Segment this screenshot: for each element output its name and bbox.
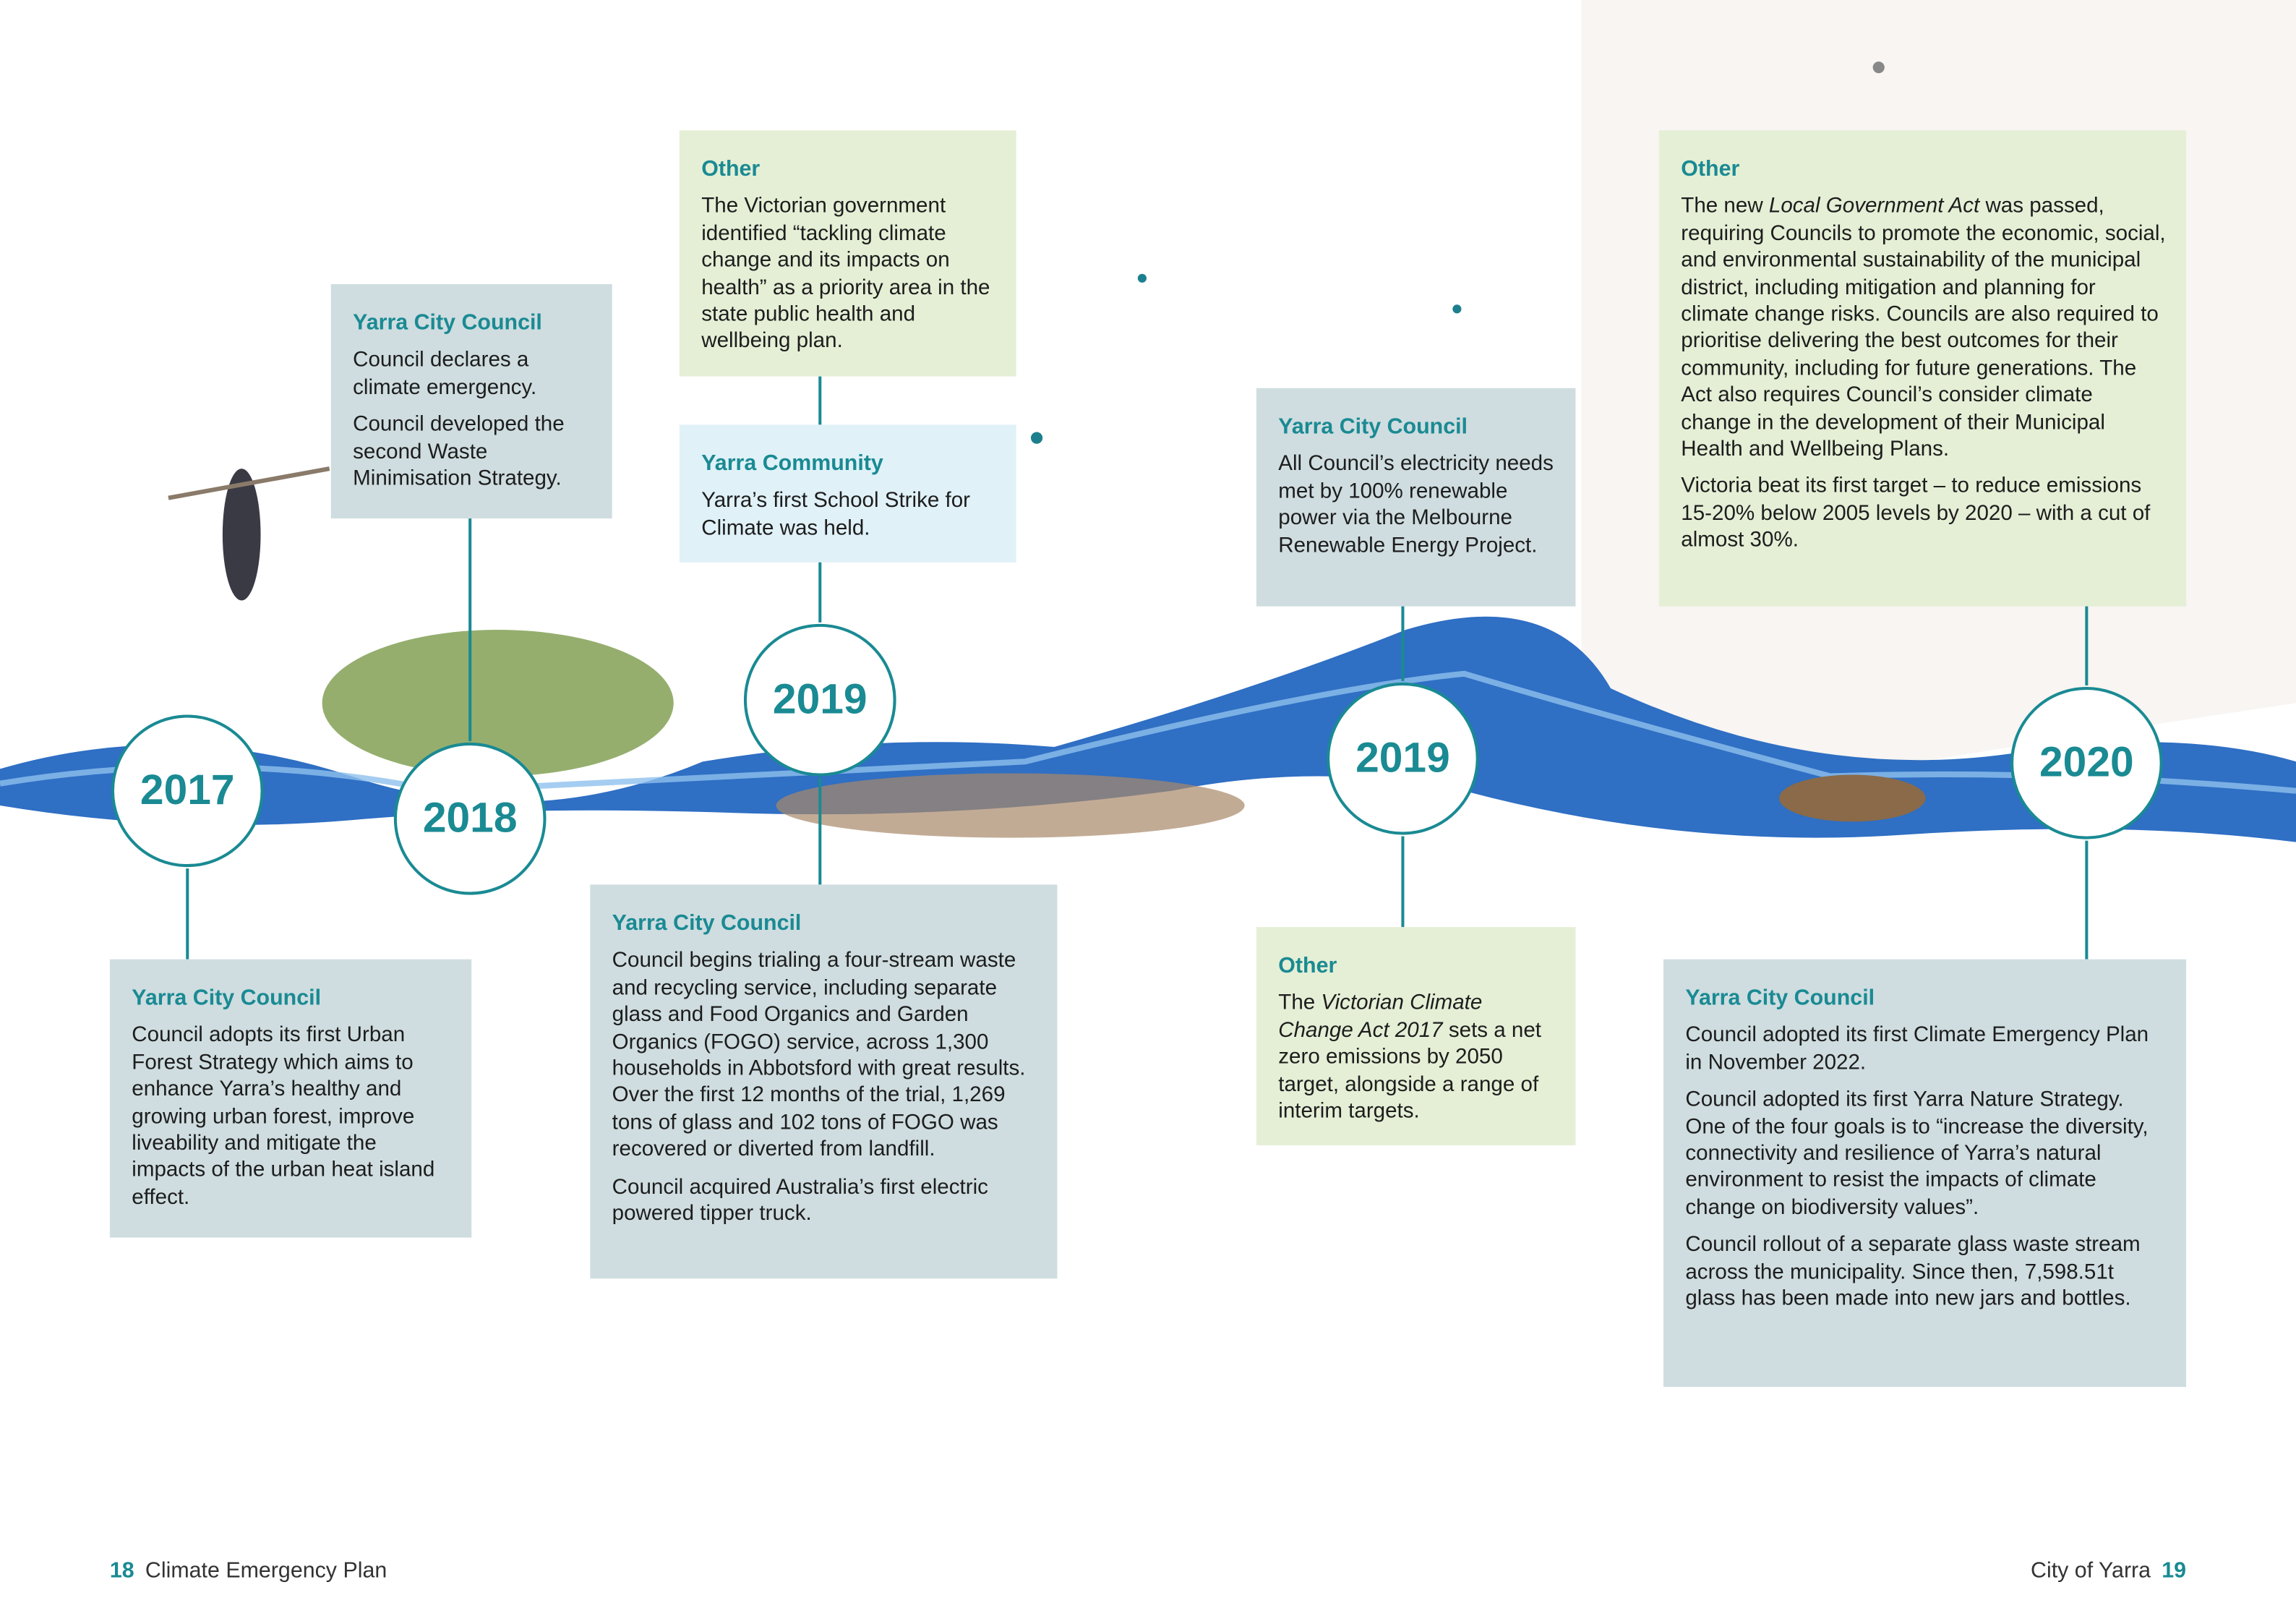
connector xyxy=(1401,607,1404,681)
card-paragraph: Council begins trialing a four-stream wa… xyxy=(612,948,1037,1163)
card-heading: Other xyxy=(1681,157,2165,184)
text-run: Council adopted its first Climate Emerge… xyxy=(1685,1025,2149,1075)
text-run: Council developed the second Waste Minim… xyxy=(353,414,565,491)
text-run: All Council’s electricity needs met by 1… xyxy=(1278,453,1554,557)
footer-left: 18 Climate Emergency Plan xyxy=(110,1558,387,1583)
card-paragraph: Council developed the second Waste Minim… xyxy=(353,412,591,493)
publication-title: Climate Emergency Plan xyxy=(145,1558,387,1583)
card-paragraph: Yarra’s first School Strike for Climate … xyxy=(701,488,995,542)
text-run: The Victorian government identified “tac… xyxy=(701,195,990,354)
connector xyxy=(1401,837,1404,928)
timeline-card: Other The Victorian government identified… xyxy=(680,130,1016,376)
card-paragraph: Council acquired Australia’s first elect… xyxy=(612,1174,1037,1228)
text-run: The new xyxy=(1681,195,1769,218)
timeline-card: Yarra Community Yarra’s first School Stri… xyxy=(680,424,1016,563)
card-heading: Other xyxy=(1278,954,1555,980)
timeline-card: Other The Victorian Climate Change Act 20… xyxy=(1256,927,1576,1146)
connector xyxy=(186,868,189,960)
text-run: Victoria beat its first target – to redu… xyxy=(1681,475,2150,552)
card-paragraph: All Council’s electricity needs met by 1… xyxy=(1278,452,1555,560)
text-run: Local Government Act xyxy=(1769,195,1979,218)
card-paragraph: Council adopts its first Urban Forest St… xyxy=(132,1023,451,1212)
card-paragraph: Council declares a climate emergency. xyxy=(353,348,591,402)
timeline-card: Yarra City Council Council adopts its fir… xyxy=(110,960,471,1238)
card-paragraph: Victoria beat its first target – to redu… xyxy=(1681,474,2165,555)
card-heading: Yarra Community xyxy=(701,451,995,478)
text-run: Yarra’s first School Strike for Climate … xyxy=(701,490,970,540)
text-run: The xyxy=(1278,992,1321,1015)
connector xyxy=(818,377,821,425)
card-heading: Yarra City Council xyxy=(1278,414,1555,441)
card-paragraph: Council rollout of a separate glass wast… xyxy=(1685,1232,2165,1313)
page-number: 19 xyxy=(2162,1558,2186,1583)
card-paragraph: Council adopted its first Climate Emerge… xyxy=(1685,1023,2165,1077)
page-number: 18 xyxy=(110,1558,134,1583)
text-run: Council adopts its first Urban Forest St… xyxy=(132,1025,434,1210)
year-marker: 2020 xyxy=(2010,687,2163,839)
text-run: was passed, requiring Councils to promot… xyxy=(1681,195,2165,461)
year-marker: 2019 xyxy=(744,624,896,777)
card-heading: Yarra City Council xyxy=(353,310,591,337)
card-paragraph: Council adopted its first Yarra Nature S… xyxy=(1685,1087,2165,1221)
timeline-card: Yarra City Council All Council’s electric… xyxy=(1256,388,1576,607)
connector xyxy=(818,561,821,623)
card-paragraph: The new Local Government Act was passed,… xyxy=(1681,194,2165,463)
card-heading: Other xyxy=(701,157,995,184)
timeline-card: Yarra City Council Council adopted its fi… xyxy=(1663,960,2186,1387)
timeline-card: Other The new Local Government Act was pa… xyxy=(1659,130,2186,606)
text-run: Council acquired Australia’s first elect… xyxy=(612,1176,988,1226)
year-marker: 2019 xyxy=(1327,683,1479,835)
timeline-card: Yarra City Council Council declares a cli… xyxy=(331,284,612,518)
card-heading: Yarra City Council xyxy=(1685,986,2165,1012)
text-run: Council adopted its first Yarra Nature S… xyxy=(1685,1088,2148,1220)
organisation-name: City of Yarra xyxy=(2031,1558,2151,1583)
footer-right: City of Yarra 19 xyxy=(2031,1558,2186,1583)
year-marker: 2018 xyxy=(394,743,547,895)
text-run: Council rollout of a separate glass wast… xyxy=(1685,1234,2140,1311)
connector xyxy=(2085,607,2088,685)
card-paragraph: The Victorian Climate Change Act 2017 se… xyxy=(1278,991,1555,1125)
connector xyxy=(2085,841,2088,960)
card-paragraph: The Victorian government identified “tac… xyxy=(701,194,995,356)
timeline-card: Yarra City Council Council begins trialin… xyxy=(590,884,1057,1278)
text-run: Council declares a climate emergency. xyxy=(353,349,536,400)
year-marker: 2017 xyxy=(111,714,264,867)
card-heading: Yarra City Council xyxy=(612,911,1037,938)
card-heading: Yarra City Council xyxy=(132,986,451,1012)
page: Yarra City Council Council adopts its fir… xyxy=(0,0,2296,1624)
text-run: Council begins trialing a four-stream wa… xyxy=(612,949,1026,1161)
connector xyxy=(468,518,471,741)
connector xyxy=(818,778,821,885)
